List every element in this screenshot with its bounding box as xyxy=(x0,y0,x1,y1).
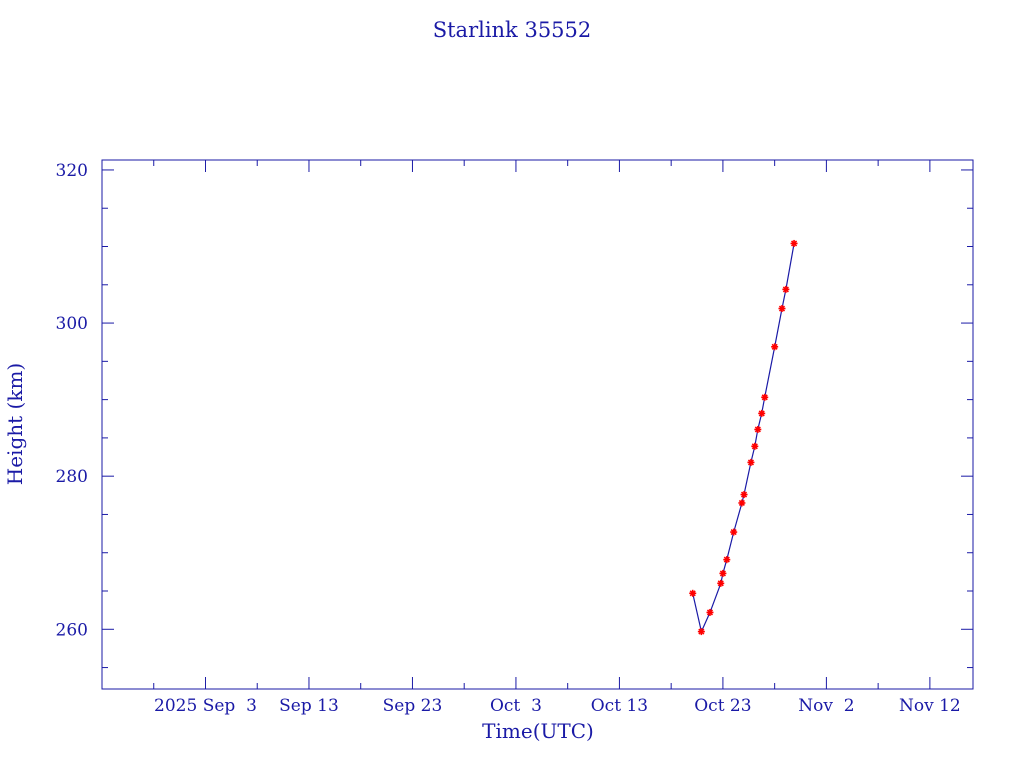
x-tick-label: Oct 13 xyxy=(591,696,648,716)
star-stroke xyxy=(689,590,696,597)
data-point-star xyxy=(689,589,697,597)
star-stroke xyxy=(730,528,737,536)
data-point-star xyxy=(747,458,755,466)
series-line xyxy=(692,243,795,634)
star-stroke xyxy=(723,556,730,563)
data-point-star xyxy=(717,579,725,587)
star-stroke xyxy=(782,286,789,293)
y-axis-label: Height (km) xyxy=(3,363,27,485)
x-tick-label: Sep 13 xyxy=(279,696,339,716)
data-point-star xyxy=(751,442,759,450)
x-tick-label: 2025 Sep 3 xyxy=(154,696,257,716)
data-point-star xyxy=(719,569,727,577)
star-stroke xyxy=(778,305,786,312)
axis-ticks xyxy=(101,160,973,689)
data-point-star xyxy=(697,628,705,636)
star-stroke xyxy=(738,499,745,507)
data-point-star xyxy=(758,409,766,417)
star-stroke xyxy=(740,491,748,498)
data-point-star xyxy=(782,285,790,293)
plot-frame xyxy=(101,159,974,690)
star-stroke xyxy=(771,343,778,350)
x-tick-label: Nov 12 xyxy=(899,696,961,716)
y-tick-label: 280 xyxy=(56,467,88,487)
y-tick-labels: 260 280 300 320 xyxy=(56,161,88,640)
star-stroke xyxy=(698,628,705,635)
star-stroke xyxy=(790,240,798,247)
star-stroke xyxy=(751,443,758,450)
star-stroke xyxy=(747,459,755,466)
data-point-star xyxy=(754,425,762,433)
star-stroke xyxy=(754,426,761,433)
star-stroke xyxy=(758,410,765,417)
x-tick-label: Oct 3 xyxy=(490,696,542,716)
x-tick-label: Nov 2 xyxy=(798,696,854,716)
x-tick-label: Oct 23 xyxy=(694,696,751,716)
x-tick-label: Sep 23 xyxy=(383,696,443,716)
data-point-star xyxy=(730,528,738,536)
star-stroke xyxy=(761,394,768,401)
data-series xyxy=(689,239,798,636)
data-point-star xyxy=(706,608,714,616)
data-point-star xyxy=(771,343,779,351)
star-stroke xyxy=(717,580,724,587)
data-point-star xyxy=(761,393,769,401)
y-tick-label: 260 xyxy=(56,620,88,640)
star-stroke xyxy=(719,570,726,577)
data-point-star xyxy=(790,239,798,247)
data-point-star xyxy=(778,305,786,313)
x-tick-labels: 2025 Sep 3 Sep 13 Sep 23 Oct 3 Oct 13 Oct 23 N… xyxy=(154,696,961,716)
data-point-star xyxy=(740,491,748,499)
data-point-star xyxy=(738,499,746,507)
star-stroke xyxy=(706,609,714,616)
y-tick-label: 320 xyxy=(56,161,88,181)
x-axis-label: Time(UTC) xyxy=(482,719,594,743)
data-point-star xyxy=(723,556,731,564)
chart-title: Starlink 35552 xyxy=(433,18,592,42)
y-tick-label: 300 xyxy=(56,314,88,334)
